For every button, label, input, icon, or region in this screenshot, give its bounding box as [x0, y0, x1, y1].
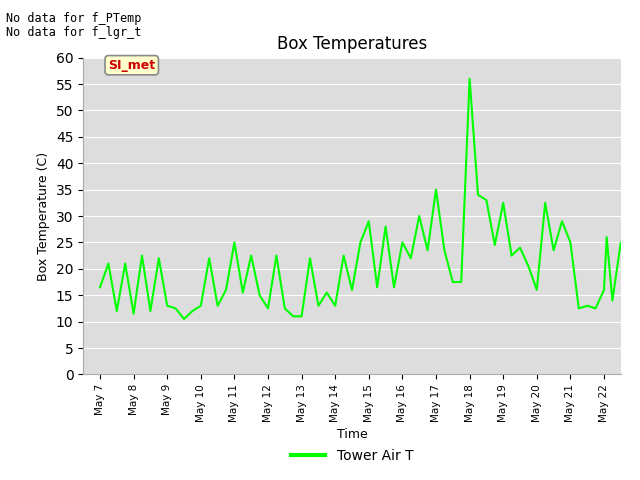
- Text: No data for f_lgr_t: No data for f_lgr_t: [6, 26, 142, 39]
- Legend: Tower Air T: Tower Air T: [285, 443, 419, 468]
- Text: SI_met: SI_met: [108, 59, 156, 72]
- Title: Box Temperatures: Box Temperatures: [277, 35, 427, 53]
- X-axis label: Time: Time: [337, 428, 367, 441]
- Y-axis label: Box Temperature (C): Box Temperature (C): [37, 151, 51, 281]
- Text: No data for f_PTemp: No data for f_PTemp: [6, 12, 142, 25]
